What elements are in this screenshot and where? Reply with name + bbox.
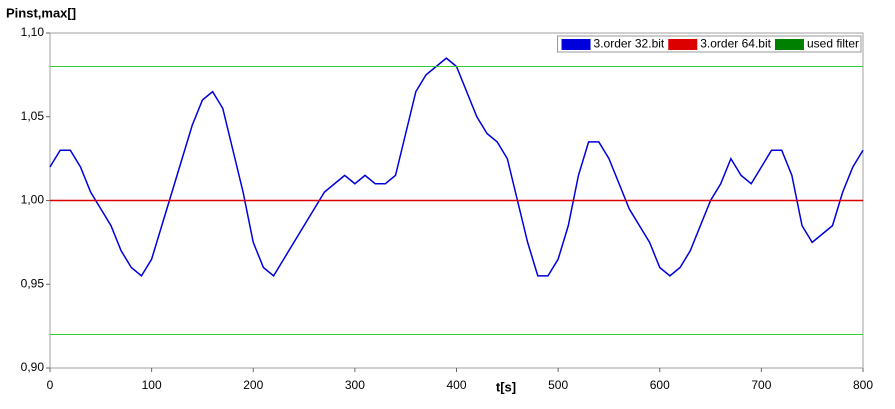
x-tick-label: 100 [142, 378, 162, 392]
legend-label: used filter [807, 37, 859, 51]
y-tick-label: 0,90 [21, 360, 45, 374]
x-tick-label: 700 [751, 378, 771, 392]
x-tick-label: 0 [47, 378, 54, 392]
y-tick-label: 1,10 [21, 25, 45, 39]
y-tick-label: 1,05 [21, 109, 45, 123]
legend-swatch [668, 39, 698, 50]
y-tick-label: 1,00 [21, 193, 45, 207]
legend-swatch [774, 39, 804, 50]
legend-label: 3.order 32.bit [594, 37, 665, 51]
x-tick-label: 500 [548, 378, 568, 392]
legend-swatch [561, 39, 591, 50]
x-tick-label: 300 [345, 378, 365, 392]
x-tick-label: 400 [446, 378, 466, 392]
chart-title: Pinst,max[] [6, 5, 76, 20]
x-tick-label: 800 [853, 378, 873, 392]
x-tick-label: 600 [650, 378, 670, 392]
x-tick-label: 200 [243, 378, 263, 392]
x-axis-label: t[s] [496, 379, 516, 394]
y-tick-label: 0,95 [21, 276, 45, 290]
series-line [49, 57, 864, 278]
legend-label: 3.order 64.bit [700, 37, 771, 51]
